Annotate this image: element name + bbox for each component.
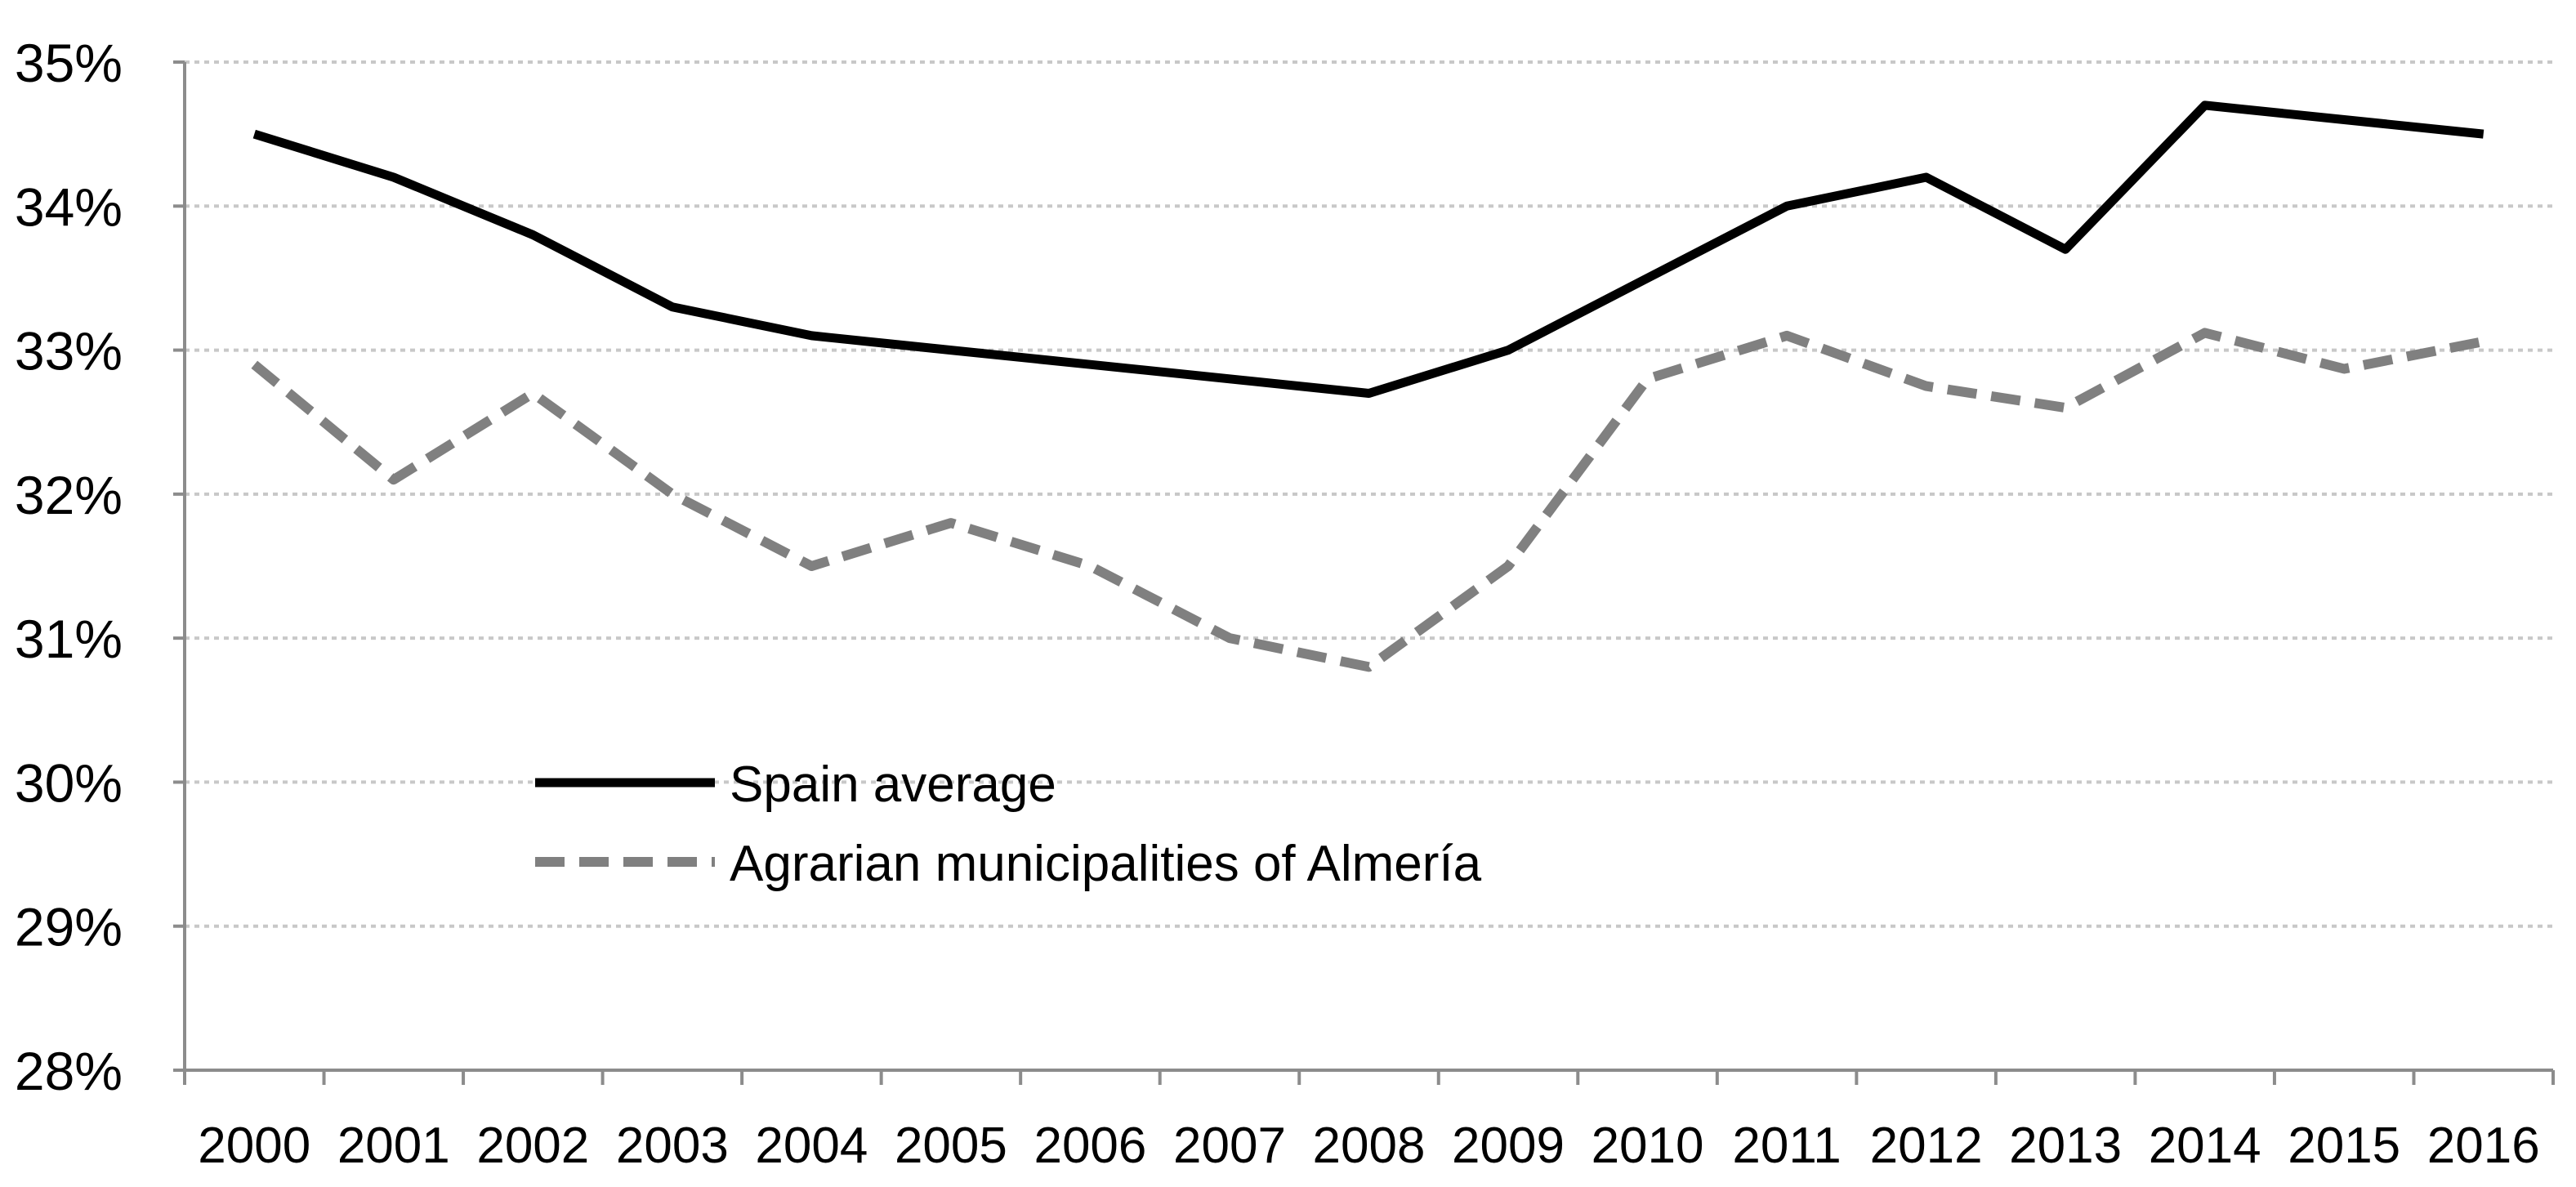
x-tick-label: 2005	[895, 1118, 1007, 1174]
x-tick-label: 2016	[2427, 1118, 2540, 1174]
y-tick-label: 34%	[15, 176, 123, 237]
y-tick-label: 29%	[15, 897, 123, 957]
y-tick-label: 35%	[15, 33, 123, 93]
x-tick-label: 2012	[1870, 1118, 1983, 1174]
x-tick-label: 2006	[1034, 1118, 1146, 1174]
x-tick-label: 2000	[198, 1118, 310, 1174]
series-line-agrarian-almeria	[251, 328, 2484, 672]
x-tick-label: 2001	[337, 1118, 450, 1174]
x-tick-label: 2013	[2009, 1118, 2122, 1174]
x-tick-label: 2009	[1452, 1118, 1565, 1174]
x-tick-label: 2008	[1313, 1118, 1426, 1174]
legend: Spain average Agrarian municipalities of …	[535, 756, 1482, 892]
x-tick-label: 2007	[1173, 1118, 1286, 1174]
y-tick-label: 32%	[15, 465, 123, 525]
x-tick-label: 2010	[1592, 1118, 1704, 1174]
x-tick-label: 2004	[755, 1118, 868, 1174]
x-tick-label: 2015	[2288, 1118, 2400, 1174]
y-tick-label: 33%	[15, 321, 123, 382]
gridlines	[185, 60, 2553, 928]
y-tick-label: 28%	[15, 1041, 123, 1101]
y-tick-label: 31%	[15, 609, 123, 669]
x-tick-label: 2011	[1732, 1118, 1841, 1174]
x-tick-label: 2014	[2149, 1118, 2261, 1174]
x-tick-label: 2003	[616, 1118, 729, 1174]
axes: 28% 29% 30% 31% 32% 33% 34% 35% 2000 2001 2002 2003…	[15, 33, 2555, 1174]
y-tick-label: 30%	[15, 752, 123, 813]
x-tick-label: 2002	[476, 1118, 589, 1174]
legend-label-spain-average: Spain average	[730, 756, 1056, 813]
series-lines	[251, 100, 2484, 672]
legend-label-agrarian-almeria: Agrarian municipalities of Almería	[730, 836, 1482, 892]
series-line-spain-average	[252, 100, 2484, 398]
